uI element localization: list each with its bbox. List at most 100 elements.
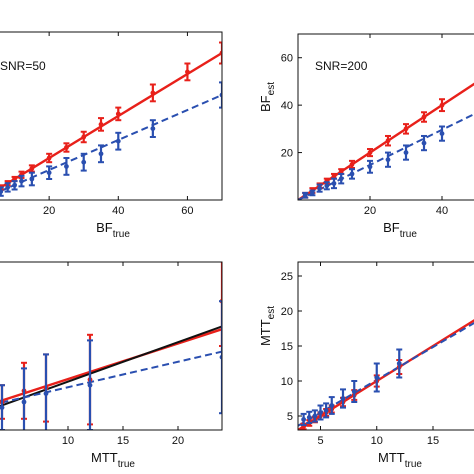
x-axis-label: MTTtrue — [378, 450, 422, 470]
y-axis-label-sub: est — [266, 82, 277, 96]
data-point — [115, 138, 121, 144]
y-axis-label-sub: est — [266, 306, 277, 320]
data-point — [421, 140, 427, 146]
y-tick-label: 20 — [281, 306, 293, 318]
errorbar-red — [349, 159, 355, 169]
data-point — [312, 413, 318, 419]
x-axis-label-main: MTT — [378, 450, 405, 465]
y-tick-label: 15 — [281, 341, 293, 353]
errorbar-red — [46, 152, 53, 164]
data-point — [219, 50, 222, 56]
errorbar-blue — [80, 152, 87, 172]
errorbar-red — [385, 134, 391, 147]
data-point — [331, 181, 337, 186]
errorbar-blue — [323, 402, 330, 419]
errorbar-blue — [0, 384, 5, 430]
fit-line-blue — [298, 113, 474, 200]
data-point — [385, 138, 391, 144]
errorbar-blue — [349, 168, 355, 180]
errorbar-blue — [311, 409, 318, 423]
errorbar-blue — [340, 388, 346, 409]
y-tick-label: 20 — [281, 148, 293, 160]
data-point — [439, 131, 445, 137]
plot-area — [0, 41, 222, 197]
errorbar-blue — [4, 182, 11, 193]
errorbar-blue — [439, 125, 445, 142]
y-tick-label: 40 — [281, 100, 293, 112]
data-point — [81, 159, 87, 165]
errorbar-blue — [0, 186, 4, 197]
x-tick-label: 15 — [427, 435, 439, 447]
errorbar-red — [421, 111, 427, 123]
x-tick-label: 40 — [436, 205, 448, 217]
x-axis-label-main: BF — [383, 220, 400, 235]
axes-frame — [0, 31, 223, 201]
errorbar-blue — [21, 367, 27, 430]
data-point — [98, 122, 104, 127]
data-point — [301, 417, 307, 422]
errorbar-blue — [328, 396, 335, 415]
y-axis-label: MTTest — [258, 306, 277, 346]
data-point — [329, 403, 335, 408]
data-point — [351, 389, 357, 394]
data-point — [367, 150, 373, 155]
errorbar-blue — [323, 181, 330, 191]
errorbar-red — [98, 117, 104, 132]
annotation: SNR=200 — [315, 59, 368, 73]
x-axis-label-sub: true — [400, 229, 418, 240]
errorbar-blue — [219, 300, 222, 415]
data-point — [150, 90, 156, 96]
x-tick-label: 10 — [371, 435, 383, 447]
panel-bf-snr50: 20 40 60 BFtrue SNR=50 — [0, 31, 223, 240]
errorbar-blue — [28, 171, 35, 187]
y-tick-label: 60 — [281, 53, 293, 65]
errorbar-blue — [403, 144, 409, 161]
x-tick-label: 60 — [181, 205, 193, 217]
errorbar-blue — [115, 131, 122, 151]
errorbar-blue — [18, 174, 25, 188]
data-point — [64, 145, 69, 150]
errorbar-blue — [306, 410, 313, 424]
data-point — [219, 354, 222, 360]
data-point — [21, 399, 27, 405]
errorbar-blue — [373, 362, 380, 393]
data-point — [338, 176, 344, 182]
errorbar-red — [149, 83, 156, 103]
x-axis-label-sub: true — [118, 459, 136, 470]
data-point — [43, 391, 49, 396]
data-point — [302, 192, 308, 198]
data-point — [340, 396, 346, 401]
x-axis-label: BFtrue — [383, 220, 417, 240]
errorbar-blue — [309, 189, 316, 197]
errorbar-blue — [351, 380, 358, 403]
fit-line-red — [0, 328, 222, 403]
errorbar-red — [115, 106, 122, 122]
errorbar-red — [219, 41, 222, 65]
y-axis-label-main: MTT — [258, 319, 273, 346]
data-point — [421, 114, 427, 120]
data-point — [403, 150, 409, 155]
data-point — [439, 102, 445, 108]
data-point — [349, 171, 355, 177]
data-point — [310, 190, 315, 196]
data-point — [12, 182, 17, 188]
data-point — [81, 134, 87, 140]
errorbar-blue — [63, 157, 70, 176]
data-point — [331, 173, 337, 179]
errorbar-blue — [87, 339, 93, 430]
data-point — [29, 176, 35, 182]
y-tick-label: 25 — [281, 271, 293, 283]
errorbar-blue — [302, 191, 309, 199]
errorbar-blue — [300, 412, 307, 427]
plot-area — [298, 82, 474, 200]
data-point — [396, 361, 402, 366]
errorbar-red — [403, 123, 409, 135]
x-axis-label-main: BF — [96, 220, 113, 235]
axes-frame — [297, 33, 474, 201]
fit-line-blue — [0, 94, 222, 193]
data-point — [324, 183, 330, 189]
plot-area — [0, 262, 222, 430]
